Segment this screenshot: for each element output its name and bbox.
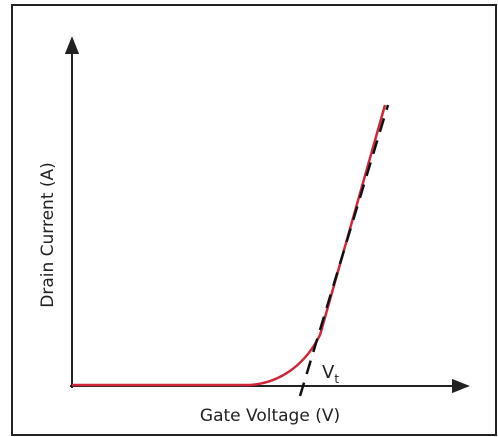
y-axis-label: Drain Current (A) [38, 162, 58, 308]
frame [12, 5, 496, 435]
threshold-symbol: V [322, 362, 335, 383]
threshold-subscript: t [334, 372, 339, 386]
x-axis-label: Gate Voltage (V) [200, 406, 340, 426]
diagram: Drain Current (A) Gate Voltage (V) Vt [0, 0, 498, 437]
